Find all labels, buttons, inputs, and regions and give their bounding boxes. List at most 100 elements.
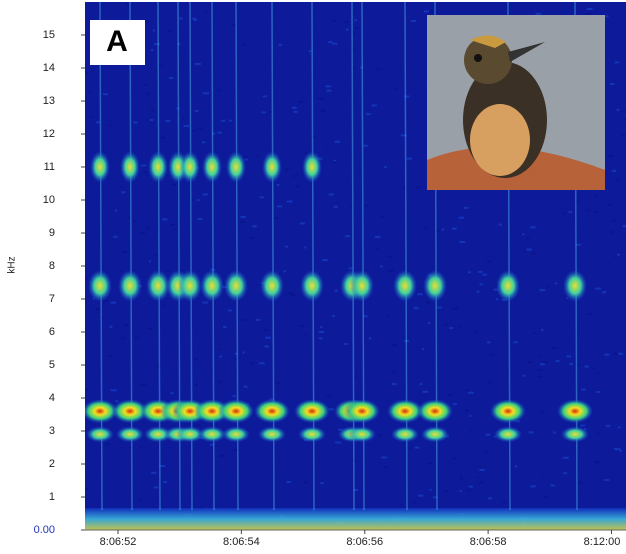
- noise: [127, 216, 130, 219]
- noise: [240, 215, 246, 218]
- noise: [194, 358, 198, 361]
- streak: [177, 2, 181, 511]
- noise: [152, 29, 155, 32]
- noise: [551, 346, 558, 349]
- noise: [194, 383, 198, 386]
- noise: [103, 299, 108, 302]
- syllable: [90, 151, 110, 183]
- noise: [201, 141, 206, 144]
- noise: [302, 481, 308, 484]
- noise: [604, 353, 610, 356]
- noise: [110, 389, 117, 392]
- noise: [578, 481, 582, 484]
- noise: [486, 341, 491, 344]
- noise: [575, 243, 581, 246]
- noise: [423, 10, 430, 13]
- x-tick-label: 8:06:58: [470, 536, 507, 548]
- noise: [113, 235, 118, 238]
- noise: [593, 211, 599, 214]
- spectrogram: [85, 2, 626, 530]
- panel-label-box: [90, 20, 145, 65]
- noise: [614, 447, 617, 450]
- noise: [460, 478, 464, 481]
- noise: [261, 111, 266, 114]
- syllable: [88, 269, 112, 302]
- syllable: [344, 399, 380, 424]
- noise: [562, 212, 566, 215]
- noise: [386, 315, 389, 318]
- noise: [143, 171, 148, 174]
- noise: [326, 89, 332, 92]
- noise: [603, 15, 609, 18]
- noise: [597, 371, 601, 374]
- noise: [444, 490, 449, 493]
- noise: [585, 209, 589, 212]
- noise: [151, 471, 157, 474]
- noise: [586, 12, 592, 15]
- noise: [299, 222, 305, 225]
- noise: [388, 270, 392, 273]
- noise: [381, 456, 387, 459]
- noise: [332, 54, 336, 57]
- noise: [380, 215, 386, 218]
- noise: [115, 209, 118, 212]
- noise: [586, 7, 593, 10]
- noise: [586, 313, 593, 316]
- noise: [419, 383, 423, 386]
- streak: [211, 2, 215, 511]
- noise: [601, 291, 607, 294]
- noise: [165, 120, 171, 123]
- noise: [580, 424, 585, 427]
- noise: [243, 156, 249, 159]
- noise: [468, 485, 473, 488]
- noise: [350, 47, 355, 50]
- noise: [595, 287, 602, 290]
- noise: [304, 246, 307, 249]
- y-tick-label: 12: [43, 128, 55, 140]
- noise: [332, 20, 338, 23]
- syllable: [262, 151, 282, 183]
- noise: [612, 219, 617, 222]
- y-tick-label: 11: [44, 161, 55, 173]
- noise: [284, 168, 289, 171]
- syllable: [561, 426, 589, 443]
- noise: [459, 325, 462, 328]
- noise: [622, 225, 626, 228]
- noise: [540, 363, 545, 366]
- noise: [490, 353, 496, 356]
- noise: [137, 498, 142, 501]
- noise: [344, 342, 348, 345]
- noise: [149, 260, 152, 263]
- y-tick-label: 13: [43, 95, 55, 107]
- y-tick-label: 5: [49, 359, 55, 371]
- noise: [100, 316, 104, 319]
- noise: [177, 43, 181, 46]
- noise: [489, 381, 492, 384]
- noise: [566, 355, 572, 358]
- noise: [283, 270, 286, 273]
- noise: [218, 380, 222, 383]
- noise: [597, 432, 600, 435]
- noise: [605, 424, 611, 427]
- noise: [183, 125, 190, 128]
- noise: [351, 459, 357, 462]
- noise: [203, 92, 209, 95]
- noise: [217, 348, 221, 351]
- noise: [437, 306, 442, 309]
- noise: [304, 151, 308, 154]
- noise: [100, 445, 103, 448]
- streak: [129, 2, 133, 511]
- noise: [320, 109, 326, 112]
- noise: [358, 170, 361, 173]
- syllable: [198, 426, 226, 443]
- noise: [129, 446, 133, 449]
- noise: [414, 446, 420, 449]
- x-tick-label: 8:06:52: [100, 536, 137, 548]
- syllable: [120, 151, 140, 183]
- noise: [621, 134, 626, 137]
- syllable: [294, 399, 330, 424]
- noise: [388, 269, 394, 272]
- noise: [232, 395, 236, 398]
- noise: [197, 199, 200, 202]
- noise: [360, 66, 364, 69]
